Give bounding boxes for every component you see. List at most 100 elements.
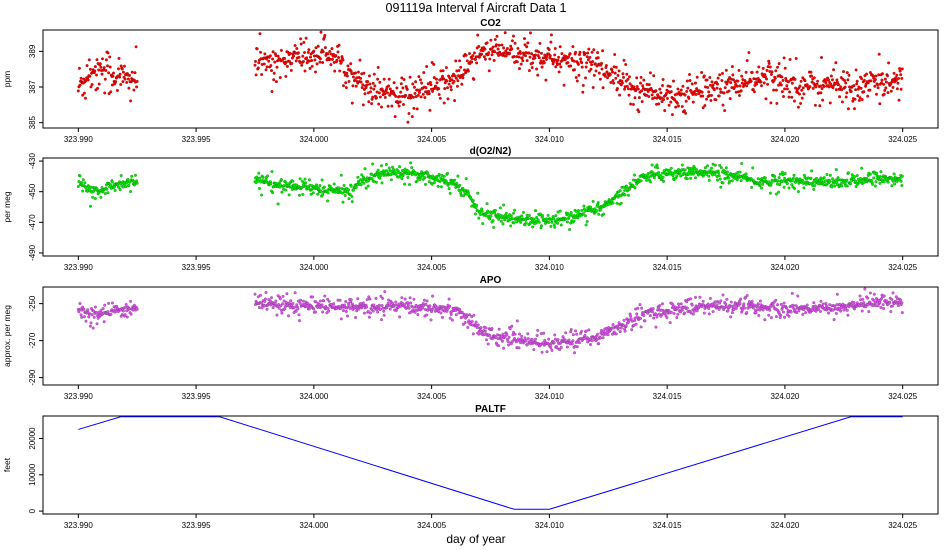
data-point xyxy=(716,82,719,86)
data-point xyxy=(437,172,441,176)
data-point xyxy=(442,101,446,105)
data-point xyxy=(481,222,485,226)
data-point xyxy=(852,84,856,88)
data-point xyxy=(768,191,772,195)
data-point xyxy=(663,109,667,113)
data-point xyxy=(320,303,324,307)
data-point xyxy=(553,47,557,50)
data-point xyxy=(625,72,629,76)
data-point xyxy=(428,108,432,112)
x-tick-label: 324.005 xyxy=(417,392,446,401)
data-point xyxy=(760,84,763,88)
data-point xyxy=(636,87,640,91)
data-point xyxy=(454,313,458,317)
data-point xyxy=(509,342,513,346)
data-point xyxy=(553,225,557,229)
data-point xyxy=(98,62,102,66)
data-point xyxy=(766,82,770,86)
x-tick-label: 324.005 xyxy=(417,521,446,530)
data-point xyxy=(818,84,822,88)
data-point xyxy=(284,188,288,192)
data-point xyxy=(378,307,382,311)
data-point xyxy=(570,26,573,29)
data-point xyxy=(552,341,556,345)
data-point xyxy=(258,176,262,180)
data-point xyxy=(883,88,887,92)
data-point xyxy=(685,306,689,310)
data-point xyxy=(767,180,771,184)
data-point xyxy=(436,184,440,188)
data-point xyxy=(783,66,787,70)
data-point xyxy=(545,217,548,221)
data-point xyxy=(557,70,561,74)
data-point xyxy=(84,319,88,323)
data-point xyxy=(282,299,286,303)
data-point xyxy=(380,304,384,308)
data-point xyxy=(581,90,585,94)
data-point xyxy=(596,201,600,204)
data-point xyxy=(504,211,508,215)
data-point xyxy=(548,54,552,58)
data-point xyxy=(497,344,501,348)
data-point xyxy=(752,303,756,307)
data-point xyxy=(632,85,636,89)
data-point xyxy=(585,55,589,59)
data-point xyxy=(371,95,375,99)
data-point xyxy=(829,82,833,86)
data-point xyxy=(321,310,325,314)
data-point xyxy=(598,208,602,212)
data-point xyxy=(554,214,558,218)
data-point xyxy=(726,309,730,313)
data-point xyxy=(263,299,267,303)
data-point xyxy=(628,187,631,191)
data-point xyxy=(254,73,258,77)
data-point xyxy=(765,68,769,72)
data-point xyxy=(431,294,435,298)
data-point xyxy=(777,62,781,66)
data-point xyxy=(326,297,330,301)
data-point xyxy=(298,177,302,181)
data-point xyxy=(602,212,606,216)
data-point xyxy=(507,343,510,347)
data-point xyxy=(124,303,128,306)
data-point xyxy=(534,53,537,57)
data-point xyxy=(661,78,665,81)
data-point xyxy=(270,296,273,300)
data-point xyxy=(285,64,289,68)
data-point xyxy=(868,291,872,295)
data-point xyxy=(889,310,893,314)
x-tick-label: 324.000 xyxy=(299,135,328,144)
data-point xyxy=(327,309,331,313)
data-point xyxy=(811,86,815,90)
data-point xyxy=(260,73,264,76)
data-point xyxy=(513,332,517,336)
data-point xyxy=(875,171,878,175)
data-point xyxy=(292,54,295,58)
data-point xyxy=(501,222,505,226)
data-point xyxy=(365,305,369,309)
data-point xyxy=(555,346,559,350)
data-point xyxy=(881,72,884,76)
data-point xyxy=(487,51,491,55)
data-point xyxy=(710,80,714,84)
data-point xyxy=(705,97,708,101)
data-point xyxy=(423,176,427,180)
data-point xyxy=(810,74,814,78)
data-point xyxy=(655,163,659,167)
data-point xyxy=(716,76,720,80)
data-point xyxy=(495,34,499,38)
data-point xyxy=(99,65,103,69)
data-point xyxy=(818,309,822,313)
data-point xyxy=(570,342,574,346)
data-point xyxy=(456,79,460,83)
data-point xyxy=(685,89,689,93)
data-point xyxy=(900,184,904,187)
data-point xyxy=(510,324,514,328)
data-point xyxy=(809,70,813,74)
data-point xyxy=(418,88,422,92)
data-point xyxy=(545,54,549,58)
data-point xyxy=(132,179,136,183)
data-point xyxy=(669,166,673,170)
data-point xyxy=(798,84,802,88)
data-point xyxy=(819,299,823,303)
